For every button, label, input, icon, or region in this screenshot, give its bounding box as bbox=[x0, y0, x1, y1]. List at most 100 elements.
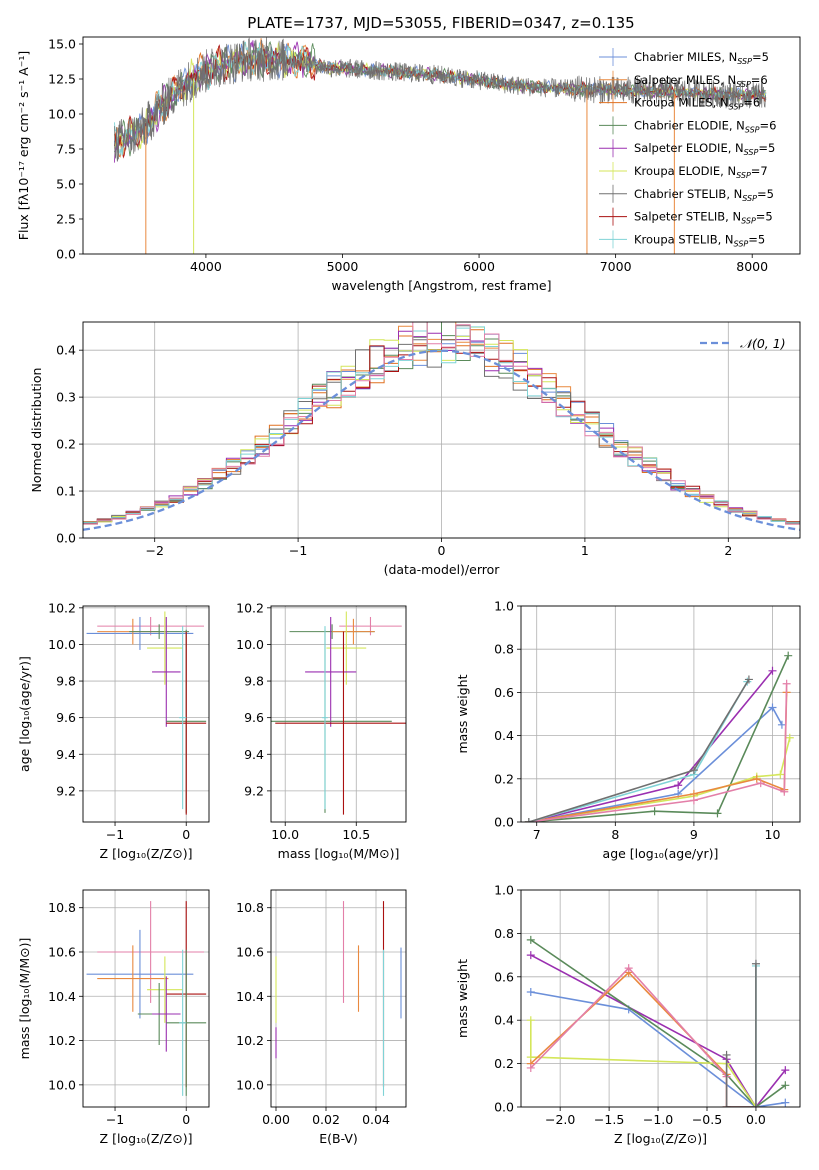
legend-label: Kroupa MILES, NSSP=6 bbox=[634, 96, 760, 112]
figure-title: PLATE=1737, MJD=53055, FIBERID=0347, z=0… bbox=[247, 14, 634, 32]
y-tick-label: 15.0 bbox=[48, 37, 76, 52]
weight-series bbox=[524, 651, 793, 822]
histogram-series bbox=[83, 326, 800, 524]
x-tick-label: 10.5 bbox=[342, 827, 370, 842]
y-tick-label: 0.4 bbox=[56, 343, 76, 358]
weight-series bbox=[524, 675, 753, 822]
x-tick-label: 7 bbox=[533, 827, 541, 842]
weight-marker bbox=[768, 703, 777, 712]
y-tick-label: 10.0 bbox=[48, 637, 76, 652]
plot-area-mass_Z bbox=[86, 901, 207, 1096]
spectrum-data-line bbox=[114, 37, 767, 162]
legend-label: Chabrier MILES, NSSP=5 bbox=[634, 50, 769, 66]
errorbar-point bbox=[332, 618, 375, 645]
x-tick-label: 2 bbox=[724, 543, 732, 558]
x-tick-label: 5000 bbox=[327, 259, 359, 274]
y-tick-label: 10.6 bbox=[236, 945, 264, 960]
errorbar-point bbox=[322, 626, 328, 810]
x-tick-label: −1 bbox=[289, 543, 307, 558]
legend-label: Salpeter ELODIE, NSSP=5 bbox=[634, 141, 775, 157]
y-tick-label: 0.1 bbox=[56, 484, 76, 499]
y-tick-label: 9.6 bbox=[56, 710, 76, 725]
weight-line bbox=[530, 939, 786, 1107]
y-tick-label: 0.6 bbox=[494, 685, 514, 700]
weight-series bbox=[524, 679, 791, 822]
y-tick-label: 9.4 bbox=[244, 747, 264, 762]
plot-area-residuals bbox=[83, 322, 800, 531]
axes-frame bbox=[270, 889, 407, 1108]
errorbar-point bbox=[179, 949, 187, 1096]
x-tick-label: −2 bbox=[145, 543, 163, 558]
x-tick-label: 8 bbox=[611, 827, 619, 842]
y-tick-label: 9.8 bbox=[244, 674, 264, 689]
plot-area-mass_EBV bbox=[275, 901, 402, 1096]
y-tick-label: 0.8 bbox=[494, 926, 514, 941]
panel-residuals: −2 −1 0 1 2 0.0 0.1 0.2 0.3 0.4 (data-model)/error… bbox=[29, 321, 801, 577]
errorbar-point bbox=[275, 631, 406, 815]
legend-label: Chabrier ELODIE, NSSP=6 bbox=[634, 118, 776, 134]
weight-marker bbox=[751, 959, 760, 968]
weight-series bbox=[722, 959, 760, 1107]
x-axis-label: Z [log₁₀(Z/Z⊙)] bbox=[100, 846, 193, 861]
y-tick-label: 0.4 bbox=[494, 728, 514, 743]
y-tick-label: 2.5 bbox=[56, 212, 76, 227]
x-axis-label: age [log₁₀(age/yr)] bbox=[603, 846, 719, 861]
panel-age_Z: −1 0 9.2 9.4 9.6 9.8 10.0 10.2 Z [log₁₀(Z/Z⊙)] ag… bbox=[17, 600, 210, 861]
plot-area-weight_Z bbox=[526, 935, 790, 1107]
y-tick-label: 9.2 bbox=[244, 783, 264, 798]
axes-frame bbox=[82, 605, 210, 823]
y-axis-label: Flux [fλ10⁻¹⁷ erg cm⁻² s⁻¹ A⁻¹] bbox=[16, 51, 31, 240]
weight-marker bbox=[781, 1066, 790, 1075]
x-tick-label: 0 bbox=[182, 827, 190, 842]
errorbar-point bbox=[326, 611, 367, 685]
errorbar-point bbox=[166, 631, 207, 815]
x-tick-label: 10 bbox=[765, 827, 781, 842]
plot-area-age_mass bbox=[271, 611, 406, 815]
panel-mass_Z: −1 0 10.0 10.2 10.4 10.6 10.8 Z [log₁₀(Z/Z⊙)] ma… bbox=[17, 889, 210, 1146]
weight-marker bbox=[689, 796, 698, 805]
x-tick-label: 0.00 bbox=[262, 1112, 290, 1127]
y-tick-label: 10.8 bbox=[48, 900, 76, 915]
histogram-series bbox=[83, 345, 800, 525]
y-tick-label: 10.0 bbox=[48, 107, 76, 122]
weight-marker bbox=[780, 787, 789, 796]
panel-age_mass: 10.0 10.5 9.2 9.4 9.6 9.8 10.0 10.2 mass [log₁₀(… bbox=[236, 600, 407, 861]
weight-line bbox=[530, 966, 756, 1107]
y-tick-label: 10.8 bbox=[236, 900, 264, 915]
weight-marker bbox=[526, 987, 535, 996]
x-tick-label: −2.0 bbox=[545, 1112, 575, 1127]
spectrum-legend: Chabrier MILES, NSSP=5 Salpeter MILES, NS… bbox=[599, 48, 776, 249]
weight-marker bbox=[689, 766, 698, 775]
y-tick-label: 10.2 bbox=[236, 1033, 264, 1048]
errorbar-point bbox=[152, 616, 181, 727]
y-tick-label: 9.6 bbox=[244, 710, 264, 725]
panel-mass_EBV: 0.00 0.02 0.04 10.0 10.2 10.4 10.6 10.8 E(B-V) bbox=[236, 889, 407, 1146]
y-tick-label: 0.0 bbox=[56, 531, 76, 546]
y-tick-label: 10.2 bbox=[48, 600, 76, 615]
y-axis-label: mass weight bbox=[455, 959, 470, 1038]
x-tick-label: −1.0 bbox=[643, 1112, 673, 1127]
y-tick-label: 10.2 bbox=[48, 1033, 76, 1048]
y-tick-label: 0.2 bbox=[56, 437, 76, 452]
legend-label: Salpeter MILES, NSSP=6 bbox=[634, 73, 768, 89]
legend-label: Kroupa STELIB, NSSP=5 bbox=[634, 232, 765, 248]
x-tick-label: −1.5 bbox=[594, 1112, 624, 1127]
y-tick-label: 10.4 bbox=[236, 989, 264, 1004]
weight-marker bbox=[526, 1063, 535, 1072]
legend-label: Kroupa ELODIE, NSSP=7 bbox=[634, 164, 768, 180]
x-axis-label: Z [log₁₀(Z/Z⊙)] bbox=[100, 1131, 193, 1146]
weight-marker bbox=[526, 951, 535, 960]
y-tick-label: 10.6 bbox=[48, 945, 76, 960]
x-tick-label: −1 bbox=[106, 1112, 124, 1127]
weight-marker bbox=[722, 1103, 731, 1107]
weight-marker bbox=[756, 779, 765, 788]
histogram-series bbox=[83, 322, 800, 524]
x-axis-label: Z [log₁₀(Z/Z⊙)] bbox=[614, 1131, 707, 1146]
errorbar-point bbox=[339, 616, 402, 636]
y-axis-label: Normed distribution bbox=[29, 368, 44, 493]
axes-frame bbox=[520, 889, 801, 1108]
y-tick-label: 9.4 bbox=[56, 747, 76, 762]
axes-frame bbox=[270, 605, 407, 823]
weight-line bbox=[530, 1020, 757, 1107]
weight-marker bbox=[781, 1098, 790, 1107]
